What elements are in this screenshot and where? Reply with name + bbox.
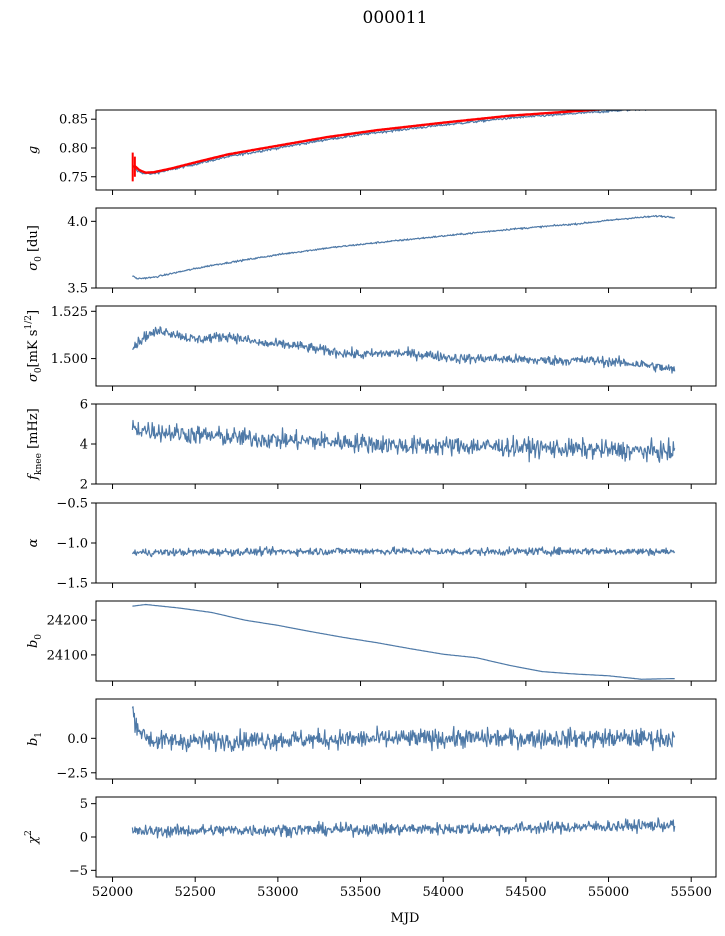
axes-frame xyxy=(95,502,717,584)
plot-area xyxy=(131,419,676,463)
series-line xyxy=(131,326,676,374)
series-line-fit xyxy=(133,110,609,174)
series-line xyxy=(131,546,676,558)
plot-area xyxy=(131,546,676,558)
y-tick-label: −1.0 xyxy=(56,537,88,552)
series-line xyxy=(131,817,676,839)
plot-area xyxy=(131,706,676,753)
axes-frame xyxy=(95,600,717,682)
panel-5: −1.5 −1.0 −0.5 α xyxy=(26,497,717,592)
axes-frame xyxy=(95,109,717,191)
axes-frame xyxy=(95,698,717,780)
panel-8: −5 0 5 52000 52500 53000 53500 54000 54500 55000 5… xyxy=(24,796,717,900)
y-axis-label: α xyxy=(26,538,41,547)
panel-2: 3.5 4.0 σ0 [du] xyxy=(26,207,717,297)
y-tick-label: 1.500 xyxy=(51,352,88,367)
x-tick-label: 53000 xyxy=(257,885,298,900)
y-tick-label: −1.5 xyxy=(56,577,88,592)
panel-3: 1.500 1.525 σ0[mK s1/2] xyxy=(24,305,717,391)
x-tick-label: 53500 xyxy=(340,885,381,900)
y-tick-label: 5 xyxy=(80,797,88,812)
plot-area xyxy=(131,817,676,839)
x-tick-label: 55000 xyxy=(588,885,629,900)
series-line xyxy=(132,603,675,680)
y-axis-label: b0 xyxy=(26,634,44,648)
panels: 0.75 0.80 0.85 g 3.5 4.0 σ0 [du] 1.500 1.525 σ0[m… xyxy=(24,109,717,900)
y-tick-label: 4 xyxy=(80,438,88,453)
y-tick-label: 0 xyxy=(80,831,88,846)
y-axis-label: σ0 [du] xyxy=(26,225,44,271)
x-axis-label: MJD xyxy=(391,911,420,926)
y-tick-label: 0.75 xyxy=(59,170,88,185)
y-tick-label: 3.5 xyxy=(67,282,88,297)
x-tick-label: 54500 xyxy=(505,885,546,900)
x-tick-label: 52000 xyxy=(92,885,133,900)
x-tick-label: 55500 xyxy=(671,885,712,900)
plot-area xyxy=(131,110,659,182)
panel-1: 0.75 0.80 0.85 g xyxy=(26,109,717,195)
series-line xyxy=(131,419,676,463)
y-tick-label: 0.0 xyxy=(67,732,88,747)
figure-title: 000011 xyxy=(363,8,428,28)
series-line xyxy=(131,214,676,280)
y-tick-label: −2.5 xyxy=(56,766,88,781)
panel-4: 2 4 6 fknee [mHz] xyxy=(26,398,717,493)
y-tick-label: 4.0 xyxy=(67,215,88,230)
axes-frame xyxy=(95,796,717,878)
y-axis-label: σ0[mK s1/2] xyxy=(24,310,44,382)
axes-frame xyxy=(95,305,717,387)
y-tick-label: 24200 xyxy=(47,614,88,629)
series-line xyxy=(131,110,659,175)
plot-area xyxy=(132,603,675,680)
y-tick-label: −0.5 xyxy=(56,497,88,512)
y-axis-label: b1 xyxy=(26,732,44,746)
y-tick-label: 0.80 xyxy=(59,141,88,156)
y-axis-label: g xyxy=(26,146,41,154)
axes-frame xyxy=(95,207,717,289)
y-axis-label: fknee [mHz] xyxy=(26,408,44,481)
series-line xyxy=(131,706,676,753)
y-tick-label: 24100 xyxy=(47,648,88,663)
y-tick-label: −5 xyxy=(69,864,88,879)
x-tick-label: 54000 xyxy=(423,885,464,900)
y-axis-label: χ2 xyxy=(24,830,41,845)
y-tick-label: 0.85 xyxy=(59,113,88,128)
panel-7: −2.5 0.0 b1 xyxy=(26,698,717,784)
y-tick-label: 1.525 xyxy=(51,305,88,320)
x-tick-label: 52500 xyxy=(175,885,216,900)
y-tick-label: 2 xyxy=(80,478,88,493)
plot-area xyxy=(131,214,676,280)
plot-area xyxy=(131,326,676,374)
y-tick-label: 6 xyxy=(80,398,88,413)
